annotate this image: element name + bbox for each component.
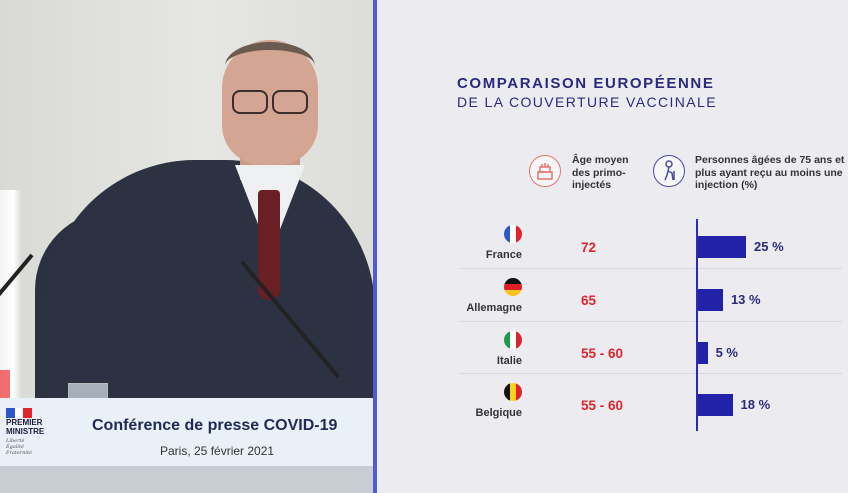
conference-date: Paris, 25 février 2021 [160,444,275,458]
speaker-tie [258,190,280,300]
mean-age-value: 55 - 60 [581,346,624,361]
pct-label: 25 % [754,239,784,254]
pct-bar [698,236,746,258]
pct-label: 5 % [715,345,738,360]
row-divider [459,268,842,269]
country-label: Italie [496,355,522,367]
allemagne-flag-icon [504,278,522,296]
country-label: Allemagne [466,302,522,314]
tricolor-icon [6,408,33,418]
elderly-person-icon [653,155,685,187]
motto-line: Fraternité [6,450,32,456]
pct-label: 18 % [740,397,771,412]
slide-title: COMPARAISON EUROPÉENNE [457,75,715,92]
mean-age-value: 72 [581,240,597,255]
mean-age-value: 65 [581,293,597,308]
logo-motto: Liberté Égalité Fraternité [6,438,56,456]
pct-label: 13 % [730,292,761,307]
motto-line: Liberté [6,438,25,444]
slide-subtitle: DE LA COUVERTURE VACCINALE [457,94,717,110]
bar-axis [696,219,698,431]
video-frame: PREMIER MINISTRE Liberté Égalité Fratern… [0,0,374,493]
chart-slide: COMPARAISON EUROPÉENNE DE LA COUVERTURE … [377,0,848,493]
pct-bar [698,289,723,311]
speaker-hair [225,42,315,90]
podium-base [0,466,374,493]
country-label: France [485,249,522,261]
row-divider [459,373,842,374]
column-header-age: Âge moyen des primo-injectés [572,154,629,191]
motto-line: Égalité [6,444,24,450]
belgique-flag-icon [504,383,522,401]
italie-flag-icon [504,331,522,349]
france-flag-icon [504,225,522,243]
conference-title: Conférence de presse COVID-19 [92,417,338,434]
birthday-cake-icon [529,155,561,187]
country-label: Belgique [475,407,522,419]
mean-age-value: 55 - 60 [581,398,624,413]
row-divider [459,321,842,322]
video-divider [373,0,377,493]
logo-line2: MINISTRE [6,427,45,436]
speaker-glasses [232,90,308,114]
pct-bar [698,342,708,364]
premier-ministre-logo: PREMIER MINISTRE Liberté Égalité Fratern… [6,408,56,456]
pct-bar [698,394,733,416]
column-header-pct: Personnes âgées de 75 ans et plus ayant … [695,154,845,191]
logo-line1: PREMIER [6,418,43,427]
